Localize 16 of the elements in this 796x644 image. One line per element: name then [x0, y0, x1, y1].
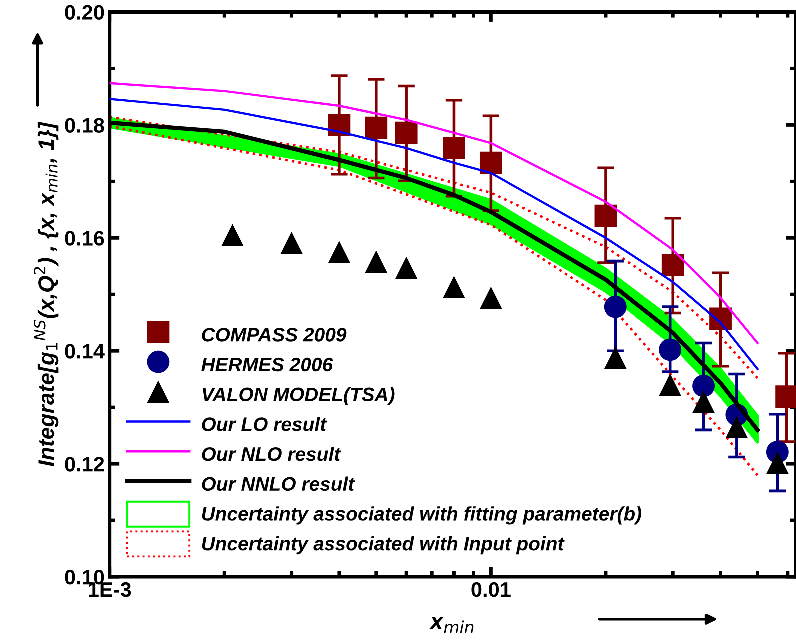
y-tick-label: 0.12: [65, 457, 104, 472]
y-axis-title: Integrate[g$_{1}$$^{NS}$(x,Q$^{2}$) , {x, x$_{min}$, 1}]: [34, 122, 59, 466]
y-tick-label: 0.18: [65, 118, 104, 133]
legend-label: Uncertainty associated with Input point: [202, 536, 565, 555]
x-tick-label: 0.01: [472, 582, 511, 598]
y-tick-label: 0.14: [65, 344, 105, 359]
x-axis-title: x$_{min}$: [429, 617, 474, 634]
legend-label: Our NNLO result: [202, 476, 356, 492]
y-tick-label: 0.20: [65, 5, 104, 20]
legend-label: Our NLO result: [202, 446, 342, 462]
legend-label: COMPASS 2009: [202, 328, 347, 342]
legend-label: VALON MODEL(TSA): [202, 387, 395, 406]
legend-label: Our LO result: [202, 417, 328, 432]
y-tick-label: 0.16: [65, 231, 104, 246]
legend-label: Uncertainty associated with fitting parameter(b): [202, 506, 642, 525]
legend-label: HERMES 2006: [202, 358, 334, 372]
